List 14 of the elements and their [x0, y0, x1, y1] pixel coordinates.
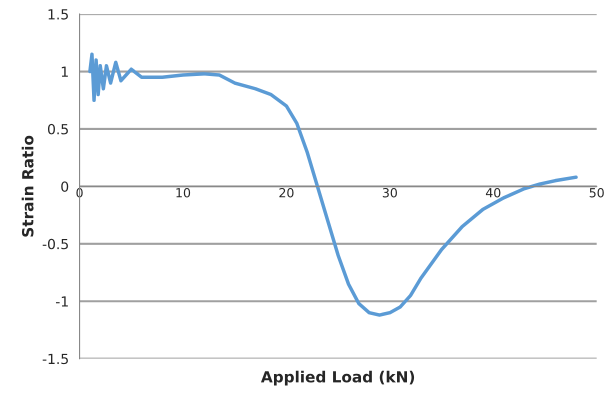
x-tick-label: 40 — [486, 188, 500, 198]
y-tick-label: 1.5 — [48, 9, 68, 20]
x-tick-label: 10 — [176, 188, 190, 198]
y-tick-label: -1.5 — [42, 354, 68, 364]
x-axis-title: Applied Load (kN) — [260, 370, 414, 386]
y-tick-label: -0.5 — [42, 238, 68, 250]
x-tick-label: 30 — [382, 188, 397, 198]
x-tick-label: 20 — [279, 188, 294, 198]
y-tick-label: 0.5 — [48, 124, 68, 134]
line-series — [88, 52, 578, 317]
y-tick-label: -1 — [56, 296, 68, 307]
y-tick-label: 1 — [62, 66, 68, 77]
y-axis-title: Strain Ratio — [22, 136, 34, 237]
x-tick-label: 50 — [590, 188, 604, 198]
